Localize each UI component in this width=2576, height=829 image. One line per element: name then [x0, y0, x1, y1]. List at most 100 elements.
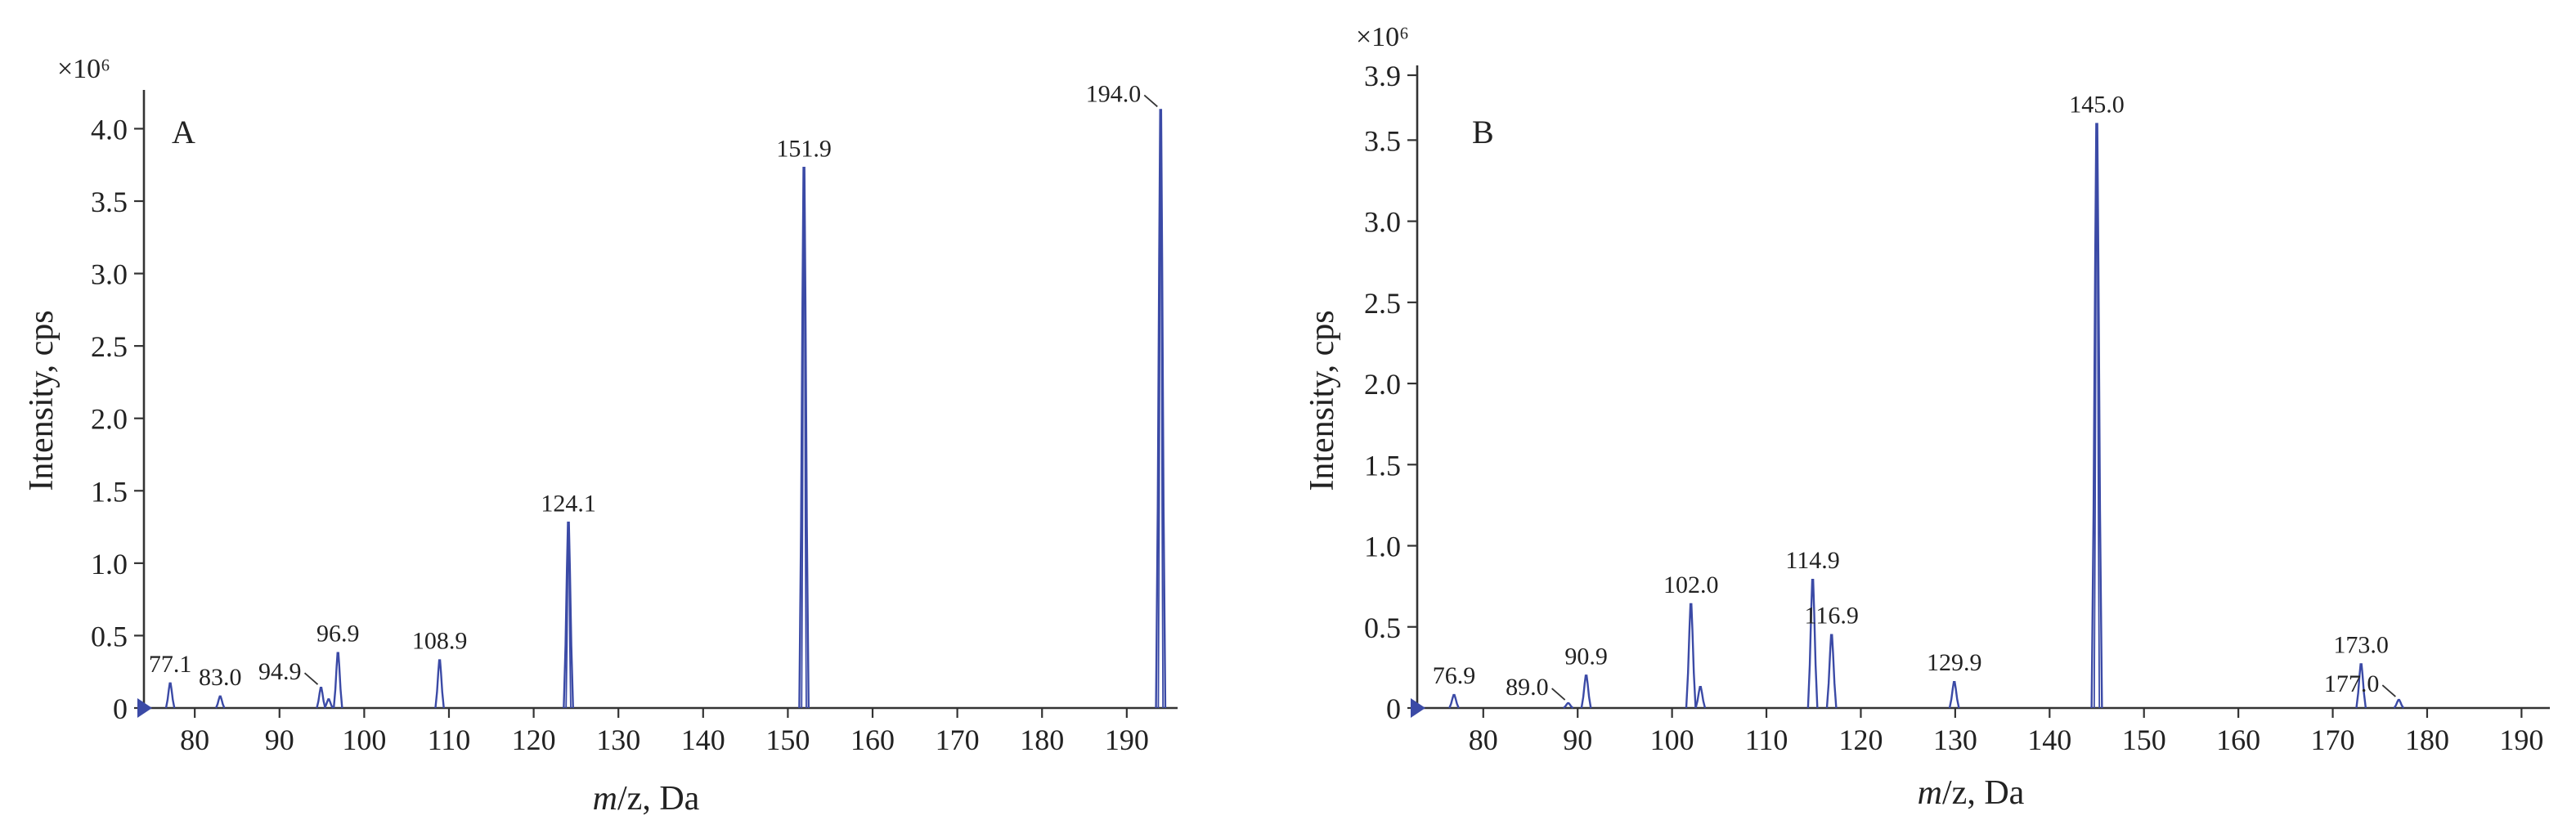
panel-a-peak-leader-line	[303, 672, 319, 685]
panel-b-peak-leader-line	[2381, 684, 2396, 697]
panel-b-peak-label: 76.9	[1433, 662, 1476, 689]
panel-b-x-tick-label: 190	[2499, 724, 2543, 756]
panel-b-peak-label: 90.9	[1564, 643, 1608, 670]
panel-b-peak-leader-line	[1551, 688, 1566, 701]
panel-a-y-tick-label: 2.0	[91, 403, 128, 436]
panel-b-peak-label: 114.9	[1785, 547, 1839, 574]
panel-a-peak-label: 151.9	[776, 135, 832, 162]
panel-a-x-tick-label: 170	[936, 724, 980, 756]
panel-b-peak-label: 102.0	[1663, 571, 1719, 598]
panel-a-spectrum-peak	[563, 522, 574, 709]
panel-b-spectrum-peak	[2355, 663, 2367, 709]
panel-b-x-tick-label: 140	[2027, 724, 2071, 756]
panel-b-y-axis-title: Intensity, cps	[1304, 310, 1341, 491]
panel-b-x-tick-label: 170	[2311, 724, 2355, 756]
panel-a-spectrum-peak	[332, 652, 343, 709]
panel-a-peak-label: 77.1	[149, 651, 192, 678]
panel-b-spectrum-peak	[1825, 634, 1838, 709]
panel-b-spectrum-peak	[1448, 693, 1460, 709]
panel-b-x-tick-label: 180	[2405, 724, 2449, 756]
panel-a-peak-label: 108.9	[412, 628, 468, 655]
panel-b-spectrum-peak	[2090, 123, 2103, 709]
panel-a-spectrum-peak	[164, 682, 176, 709]
panel-b-letter: B	[1472, 114, 1494, 150]
panel-a: ×10⁶ A Intensity, cps m/z, Da 0 0.5 1.0 1.5…	[23, 54, 1178, 818]
panel-b-y-tick-label: 0	[1386, 692, 1401, 725]
panel-b-x-tick-label: 130	[1933, 724, 1977, 756]
panel-b-multiplier: ×10⁶	[1356, 22, 1409, 52]
panel-b-x-axis-title-unit: /z, Da	[1942, 774, 2025, 812]
panel-a-x-tick-label: 140	[681, 724, 725, 756]
panel-a-peak-label: 194.0	[1086, 80, 1142, 107]
panel-a-x-tick-label: 180	[1020, 724, 1064, 756]
panel-b-peak-label: 89.0	[1506, 674, 1549, 701]
panel-b-y-tick-label: 3.5	[1364, 124, 1401, 157]
panel-a-spectrum-peak	[323, 698, 334, 709]
panel-b-x-tick-label: 150	[2122, 724, 2166, 756]
panel-a-peak-label: 96.9	[316, 621, 360, 648]
panel-b-y-tick-label: 3.9	[1364, 60, 1401, 92]
panel-a-origin-marker	[137, 698, 152, 718]
panel-b-x-tick-label: 90	[1563, 724, 1592, 756]
panel-b-peak-label: 173.0	[2333, 631, 2389, 658]
panel-a-x-tick-label: 110	[428, 724, 471, 756]
panel-a-x-axis-title-italic: m	[593, 780, 617, 818]
panel-b-peak-label: 116.9	[1804, 603, 1858, 630]
panel-a-letter: A	[172, 114, 195, 150]
panel-a-plot-area: 0 0.5 1.0 1.5 2.0 2.5 3.0 3.5 4.0 80 90 100 110 120 13…	[91, 80, 1178, 756]
panel-b-y-tick-label: 3.0	[1364, 206, 1401, 239]
panel-a-x-tick-label: 90	[265, 724, 294, 756]
panel-a-x-axis-title-unit: /z, Da	[617, 780, 700, 818]
panel-b-spectrum-peak	[1694, 686, 1707, 709]
panel-b-x-axis-title-italic: m	[1918, 774, 1942, 812]
panel-b-spectrum-peak	[2393, 698, 2405, 709]
panel-a-x-tick-label: 190	[1105, 724, 1149, 756]
panel-b-spectrum-peak-core	[2093, 126, 2101, 709]
panel-a-y-axis-title: Intensity, cps	[23, 310, 61, 491]
panel-a-peak-leader-line	[1143, 94, 1158, 108]
panel-b-spectrum-peak	[1806, 579, 1819, 709]
panel-a-spectrum-peak	[798, 167, 810, 709]
panel-a-peak-label: 124.1	[541, 490, 596, 517]
panel-a-x-tick-label: 120	[512, 724, 556, 756]
panel-a-peak-label: 83.0	[199, 664, 242, 691]
panel-b: ×10⁶ B Intensity, cps m/z, Da 0 0.5 1.0 1.5…	[1304, 22, 2550, 812]
panel-b-peak-label: 145.0	[2069, 92, 2125, 119]
panel-a-spectrum-peak-core	[565, 525, 572, 709]
panel-a-spectrum-peak	[215, 695, 226, 709]
panel-b-x-tick-label: 160	[2216, 724, 2260, 756]
panel-a-y-tick-label: 4.0	[91, 113, 128, 146]
panel-a-spectrum-peak	[316, 687, 326, 709]
panel-a-y-tick-label: 1.0	[91, 548, 128, 580]
panel-b-y-tick-label: 1.0	[1364, 531, 1401, 563]
panel-b-peak-label: 129.9	[1927, 649, 1982, 676]
panel-b-spectrum-peak	[1948, 681, 1960, 709]
panel-b-x-tick-label: 80	[1469, 724, 1498, 756]
panel-a-y-tick-label: 3.5	[91, 186, 128, 218]
panel-a-spectrum-peak-core	[1157, 112, 1165, 709]
panel-b-x-tick-label: 100	[1650, 724, 1694, 756]
panel-a-x-tick-label: 80	[180, 724, 209, 756]
panel-a-y-tick-label: 0	[113, 692, 128, 725]
panel-a-x-tick-label: 150	[765, 724, 810, 756]
panel-b-origin-marker	[1411, 698, 1425, 718]
panel-a-y-tick-label: 3.0	[91, 258, 128, 291]
panel-b-spectrum-peak	[1580, 674, 1592, 709]
panel-b-y-tick-label: 0.5	[1364, 612, 1401, 644]
panel-a-x-tick-label: 100	[342, 724, 386, 756]
panel-a-multiplier: ×10⁶	[57, 54, 110, 84]
panel-a-x-axis-title: m/z, Da	[593, 780, 700, 818]
panel-b-spectrum-peak	[1685, 603, 1697, 709]
panel-b-peak-label: 177.0	[2324, 670, 2380, 697]
panel-a-y-tick-label: 2.5	[91, 330, 128, 363]
panel-b-x-axis-title: m/z, Da	[1918, 774, 2025, 812]
panel-b-x-tick-label: 120	[1838, 724, 1883, 756]
panel-a-x-tick-label: 160	[850, 724, 895, 756]
panel-b-spectrum-peak	[1563, 701, 1574, 709]
panel-b-y-tick-label: 1.5	[1364, 449, 1401, 482]
panel-a-spectrum-peak	[434, 659, 445, 709]
panel-b-y-tick-label: 2.5	[1364, 287, 1401, 320]
panel-a-spectrum-peak	[1155, 109, 1167, 709]
panel-a-peak-label: 94.9	[258, 658, 302, 685]
